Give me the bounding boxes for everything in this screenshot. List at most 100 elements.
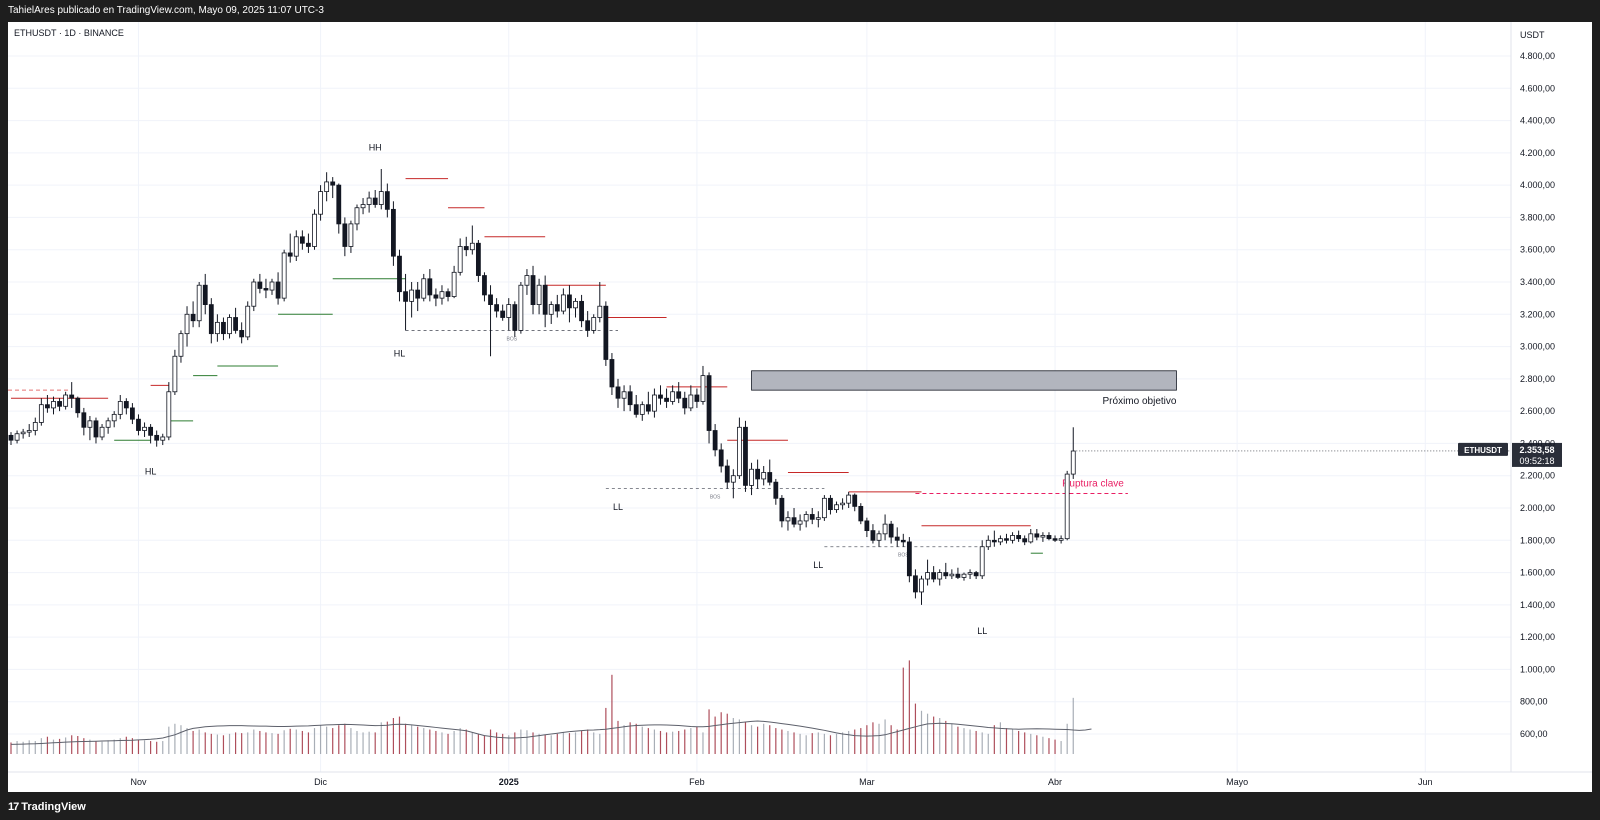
price-tick-label: 2.000,00 [1520, 503, 1555, 513]
symbol-line: ETHUSDT · 1D · BINANCE [14, 28, 124, 38]
price-tick-label: 3.200,00 [1520, 309, 1555, 319]
time-tick-label: Mar [859, 777, 875, 787]
candle-body [184, 313, 190, 335]
time-tick-label: Mayo [1226, 777, 1248, 787]
candle-body [227, 317, 232, 335]
grid [8, 22, 1511, 772]
candle-body [506, 304, 512, 318]
candle-body [75, 397, 81, 414]
candle-body [761, 472, 767, 480]
candle-body [214, 321, 220, 335]
candle-body [1052, 538, 1058, 541]
bos-label: BOS [506, 336, 517, 342]
publish-line: TahielAres publicado en TradingView.com,… [8, 5, 324, 16]
candle-body [579, 300, 584, 322]
candle-body [142, 426, 147, 431]
candle-body [287, 252, 293, 257]
bos-label: BOS [898, 553, 909, 559]
candle-body [111, 413, 117, 422]
candle-body [949, 573, 955, 577]
candle-body [330, 181, 336, 186]
time-tick-label: Feb [689, 777, 705, 787]
candle-body [421, 278, 427, 299]
candle-body [906, 541, 912, 577]
candle-body [894, 536, 900, 541]
candle-body [427, 278, 433, 296]
candle-body [591, 317, 597, 331]
candle-body [603, 305, 609, 360]
candle-body [20, 431, 26, 435]
candle-body [779, 497, 785, 522]
candle-body [809, 514, 815, 520]
candle-body [433, 294, 439, 299]
candle-body [676, 391, 682, 399]
candle-body [263, 288, 269, 291]
candle-body [694, 394, 700, 402]
candle-body [1070, 450, 1076, 475]
price-chart[interactable]: Próximo objetivo Ruptura clave BOS BOS BOS H… [8, 22, 1592, 792]
price-tick-label: 3.400,00 [1520, 277, 1555, 287]
price-tick-label: 3.000,00 [1520, 342, 1555, 352]
chart-frame[interactable]: Próximo objetivo Ruptura clave BOS BOS BOS H… [8, 22, 1592, 792]
candle-body [409, 289, 415, 302]
candle-body [1028, 533, 1034, 543]
time-tick-label: 2025 [499, 777, 519, 787]
candle-body [208, 304, 214, 335]
candle-body [518, 284, 524, 331]
candle-body [597, 305, 603, 318]
candle-body [38, 404, 44, 423]
candle-body [354, 207, 360, 225]
candle-body [985, 539, 991, 548]
price-tick-label: 800,00 [1520, 697, 1548, 707]
candle-body [925, 572, 930, 580]
candle-body [87, 420, 93, 428]
candle-body [706, 375, 712, 431]
candle-body [585, 320, 591, 331]
candle-body [998, 538, 1003, 543]
candle-body [312, 213, 317, 247]
candle-body [366, 197, 372, 205]
currency-label: USDT [1520, 30, 1545, 40]
bos-label: BOS [710, 495, 721, 501]
publish-header: TahielAres publicado en TradingView.com,… [0, 0, 1600, 22]
last-price-badge [1512, 442, 1562, 467]
candle-body [463, 246, 469, 251]
tradingview-logo[interactable]: 17 TradingView [8, 794, 86, 820]
candle-body [475, 242, 481, 276]
candle-body [943, 572, 949, 577]
candle-body [202, 284, 208, 306]
time-tick-label: Nov [130, 777, 147, 787]
candle-body [730, 475, 736, 483]
price-tick-label: 2.800,00 [1520, 374, 1555, 384]
price-tick-label: 2.200,00 [1520, 471, 1555, 481]
candle-body [415, 289, 421, 299]
candle-body [797, 520, 803, 525]
candle-body [233, 317, 238, 331]
price-tick-label: 600,00 [1520, 729, 1548, 739]
candle-body [196, 284, 202, 322]
candle-body [967, 572, 973, 575]
candle-body [239, 330, 245, 338]
candle-body [767, 472, 773, 483]
price-tick-label: 3.600,00 [1520, 245, 1555, 255]
candle-body [8, 434, 14, 441]
candle-body [718, 449, 724, 467]
swing-label: LL [977, 626, 987, 636]
candle-body [439, 291, 445, 299]
symbol-badge [1458, 442, 1508, 456]
candle-body [615, 386, 621, 399]
candle-body [293, 236, 299, 257]
candle-body [306, 242, 311, 247]
swing-label: LL [613, 502, 623, 512]
price-tick-label: 4.200,00 [1520, 148, 1555, 158]
candle-body [324, 181, 330, 193]
candle-body [803, 514, 809, 522]
candle-body [342, 223, 348, 247]
candle-body [530, 275, 536, 306]
candle-body [913, 575, 918, 593]
tradingview-logo-icon: 17 [8, 801, 19, 813]
price-axis: 600,00 800,00 1.000,00 1.200,00 1.400,00 1.60… [1510, 22, 1555, 772]
candle-body [524, 275, 530, 286]
candle-body [670, 391, 676, 402]
candle-body [360, 204, 366, 209]
